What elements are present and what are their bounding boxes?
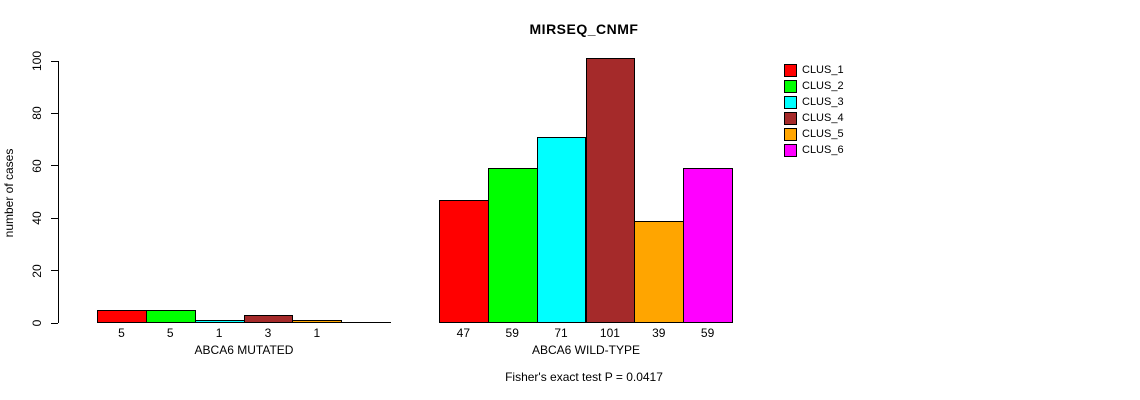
chart-title: MIRSEQ_CNMF: [529, 21, 639, 37]
bar-clus_3-mutated: [194, 320, 245, 323]
bar-clus_1-wildtype: [438, 199, 489, 323]
bar-clus_4-mutated: [243, 315, 294, 323]
bar-value-label: 47: [456, 326, 471, 340]
y-tick-mark: [51, 165, 58, 167]
group-label-mutated: ABCA6 MUTATED: [194, 343, 294, 357]
legend-label: CLUS_5: [802, 127, 844, 140]
legend-item-clus_2: CLUS_2: [784, 78, 844, 94]
legend-item-clus_1: CLUS_1: [784, 62, 844, 78]
bar-value-label: 1: [313, 326, 321, 340]
y-tick-label: 20: [30, 263, 44, 278]
legend-swatch: [784, 63, 797, 77]
legend-item-clus_5: CLUS_5: [784, 126, 844, 142]
bar-clus_5-wildtype: [634, 220, 685, 323]
bar-value-label: 5: [118, 326, 125, 340]
bar-value-label: 101: [599, 326, 620, 340]
legend-label: CLUS_1: [802, 63, 844, 76]
y-tick-mark: [51, 112, 58, 114]
y-tick-label: 0: [30, 319, 44, 327]
legend-swatch: [784, 143, 797, 157]
legend-label: CLUS_3: [802, 95, 844, 108]
bar-value-label: 3: [264, 326, 272, 340]
y-axis-line: [58, 61, 59, 323]
legend-swatch: [784, 127, 797, 141]
legend-item-clus_3: CLUS_3: [784, 94, 844, 110]
legend-label: CLUS_4: [802, 111, 844, 124]
bar-value-label: 5: [166, 326, 174, 340]
y-tick-mark: [51, 270, 58, 272]
legend-item-clus_6: CLUS_6: [784, 142, 844, 158]
y-tick-mark: [51, 60, 58, 62]
bar-clus_4-wildtype: [585, 58, 636, 323]
bar-clus_1-mutated: [97, 309, 147, 323]
y-tick-label: 60: [30, 159, 44, 173]
y-tick-label: 40: [30, 211, 44, 225]
bar-clus_2-wildtype: [487, 168, 538, 323]
legend: CLUS_1 CLUS_2 CLUS_3 CLUS_4 CLUS_5 CLUS_6: [784, 62, 844, 158]
bar-clus_5-mutated: [292, 320, 343, 323]
bar-clus_3-wildtype: [536, 136, 587, 323]
bar-value-label: 1: [215, 326, 223, 340]
group-label-wildtype: ABCA6 WILD-TYPE: [531, 343, 641, 357]
legend-swatch: [784, 111, 797, 125]
bar-value-label: 59: [700, 326, 715, 340]
y-axis-label: number of cases: [2, 148, 16, 238]
bar-clus_2-mutated: [145, 309, 196, 323]
y-tick-label: 80: [30, 106, 44, 121]
legend-label: CLUS_6: [802, 143, 844, 156]
y-tick-label: 100: [30, 50, 44, 72]
legend-swatch: [784, 79, 797, 93]
legend-item-clus_4: CLUS_4: [784, 110, 844, 126]
bar-value-label: 39: [652, 326, 666, 340]
y-tick-mark: [51, 217, 58, 219]
y-tick-mark: [51, 322, 58, 324]
bar-value-label: 59: [505, 326, 519, 340]
bar-clus_6-wildtype: [683, 168, 734, 323]
legend-swatch: [784, 95, 797, 109]
fisher-test-annotation: Fisher's exact test P = 0.0417: [505, 370, 663, 384]
bar-value-label: 71: [554, 326, 568, 340]
bar-clus_6-mutated: [341, 322, 392, 323]
legend-label: CLUS_2: [802, 79, 844, 92]
